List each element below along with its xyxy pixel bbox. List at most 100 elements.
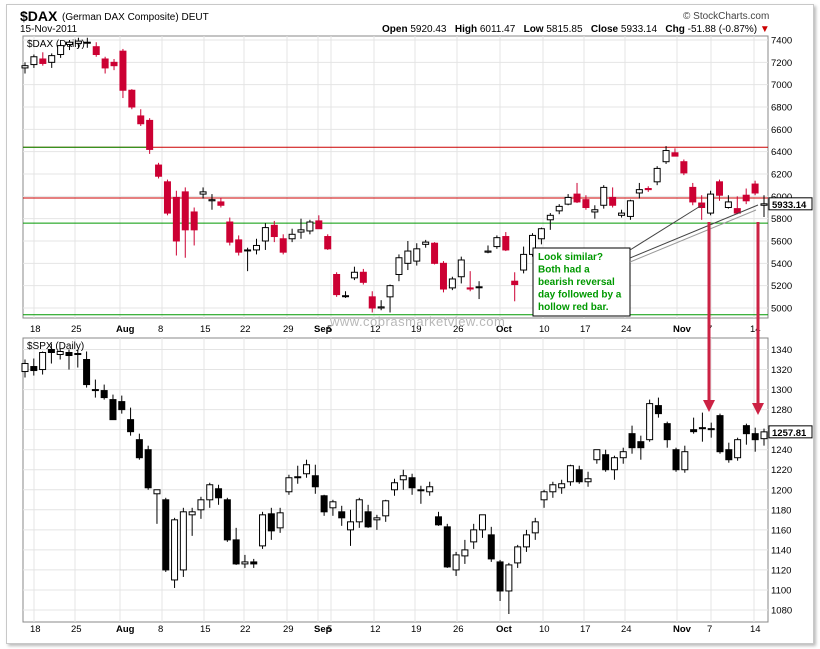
dax-candle-body — [600, 186, 608, 206]
dax-x-tick-label: 17 — [580, 324, 591, 335]
change-label: Chg — [665, 24, 685, 35]
dax-candle-body — [350, 271, 358, 279]
dax-candle-body — [502, 236, 510, 251]
dax-candle-body — [511, 280, 519, 286]
spx-candle-body — [171, 519, 179, 581]
spx-y-tick-label: 1140 — [771, 545, 791, 556]
dax-candle-body — [119, 50, 127, 91]
spx-candle-body — [320, 495, 328, 513]
dax-candle-body — [21, 65, 29, 69]
dax-candle-body — [208, 199, 216, 202]
spx-candle-body — [355, 499, 363, 523]
dax-candle-body — [448, 278, 456, 289]
open-value: 5920.43 — [410, 24, 447, 35]
dax-candle-body — [520, 253, 528, 271]
dax-candle-body — [689, 186, 697, 203]
dax-x-tick-label: 19 — [411, 324, 422, 335]
ticker-fullname: (German DAX Composite) — [62, 12, 179, 23]
dax-candle-body — [190, 211, 198, 231]
dax-candle-body — [751, 183, 759, 194]
dax-x-tick-label: 18 — [30, 324, 41, 335]
low-value: 5815.85 — [546, 24, 583, 35]
down-arrow-icon: ▼ — [759, 24, 770, 35]
spx-x-tick-label: 12 — [370, 624, 381, 635]
spx-y-tick-label: 1320 — [771, 365, 792, 376]
spx-x-tick-label: 7 — [707, 624, 712, 635]
spx-candle-body — [540, 491, 548, 501]
spx-candle-body — [179, 511, 187, 571]
dax-candle-body — [475, 286, 483, 289]
dax-candle-body — [324, 236, 332, 250]
spx-candle-body — [558, 483, 566, 489]
dax-candle-body — [66, 41, 74, 45]
dax-candle-body — [680, 161, 688, 174]
spx-candle-body — [83, 359, 91, 386]
dax-candle-body — [92, 46, 100, 56]
spx-x-tick-label: Sep — [314, 624, 332, 635]
spx-candle-body — [188, 511, 196, 516]
dax-y-tick-label: 5200 — [771, 281, 792, 292]
spx-candle-body — [197, 499, 205, 511]
annotation-box — [532, 247, 631, 317]
spx-x-tick-label: 18 — [30, 624, 41, 635]
dax-x-tick-label: 5 — [327, 324, 332, 335]
chart-date: 15-Nov-2011 — [20, 24, 78, 35]
pointer-line — [629, 204, 703, 251]
dax-candle-body — [57, 45, 65, 56]
spx-candle-body — [338, 511, 346, 519]
dax-candle-body — [546, 214, 554, 221]
dax-x-tick-label: Nov — [673, 324, 692, 335]
spx-y-tick-label: 1180 — [771, 505, 791, 516]
dax-candle-body — [457, 259, 465, 278]
dax-candle-body — [359, 271, 367, 283]
spx-y-tick-label: 1220 — [771, 465, 792, 476]
spx-candle-body — [303, 464, 311, 475]
reversal-arrow-head — [703, 400, 715, 412]
spx-y-tick-label: 1340 — [771, 345, 792, 356]
dax-candle-body — [306, 221, 314, 232]
spx-candle-body — [734, 439, 742, 459]
spx-candle-body — [707, 428, 715, 431]
spx-candle-body — [443, 526, 451, 568]
dax-candle-body — [537, 228, 545, 240]
dax-x-tick-label: Oct — [496, 324, 513, 335]
dax-candle-body — [244, 249, 252, 252]
dax-candle-body — [368, 296, 376, 309]
spx-y-tick-label: 1280 — [771, 405, 792, 416]
dax-candle-body — [48, 55, 56, 63]
dax-candle-body — [644, 188, 652, 191]
dax-y-tick-label: 7400 — [771, 36, 792, 47]
dax-panel-border — [22, 35, 769, 319]
spx-candle-body — [21, 363, 29, 373]
spx-candle-body — [232, 539, 240, 565]
dax-candle-body — [235, 239, 243, 253]
ticker-exchange: DEUT — [181, 12, 209, 23]
spx-candle-body — [672, 449, 680, 471]
spx-x-tick-label: 22 — [240, 624, 251, 635]
dax-candle-body — [609, 196, 617, 206]
spx-candle-body — [215, 488, 223, 499]
dax-candle-body — [342, 295, 350, 298]
spx-candle-body — [681, 451, 689, 471]
dax-candle-body — [110, 61, 118, 67]
high-value: 6011.47 — [479, 24, 516, 35]
annotation-line: bearish reversal — [538, 277, 615, 288]
dax-candle-body — [707, 193, 715, 214]
dax-candle-body — [288, 233, 296, 240]
pointer-line — [629, 209, 757, 263]
spx-candle-body — [514, 546, 522, 564]
spx-candle-body — [329, 501, 337, 509]
dax-candle-body — [413, 248, 421, 262]
dax-candle-body — [39, 58, 47, 64]
dax-x-tick-label: 15 — [200, 324, 211, 335]
spx-y-tick-label: 1160 — [771, 525, 791, 536]
dax-y-tick-label: 5800 — [771, 214, 792, 225]
dax-last-value-box — [768, 197, 813, 211]
dax-candle-body — [199, 191, 207, 195]
change-value: -51.88 (-0.87%) — [687, 24, 758, 35]
spx-candle-body — [470, 529, 478, 543]
dax-candle-body — [128, 89, 136, 108]
spx-candle-body — [223, 499, 231, 541]
spx-x-tick-label: 5 — [327, 624, 332, 635]
dax-candle-body — [30, 56, 38, 66]
